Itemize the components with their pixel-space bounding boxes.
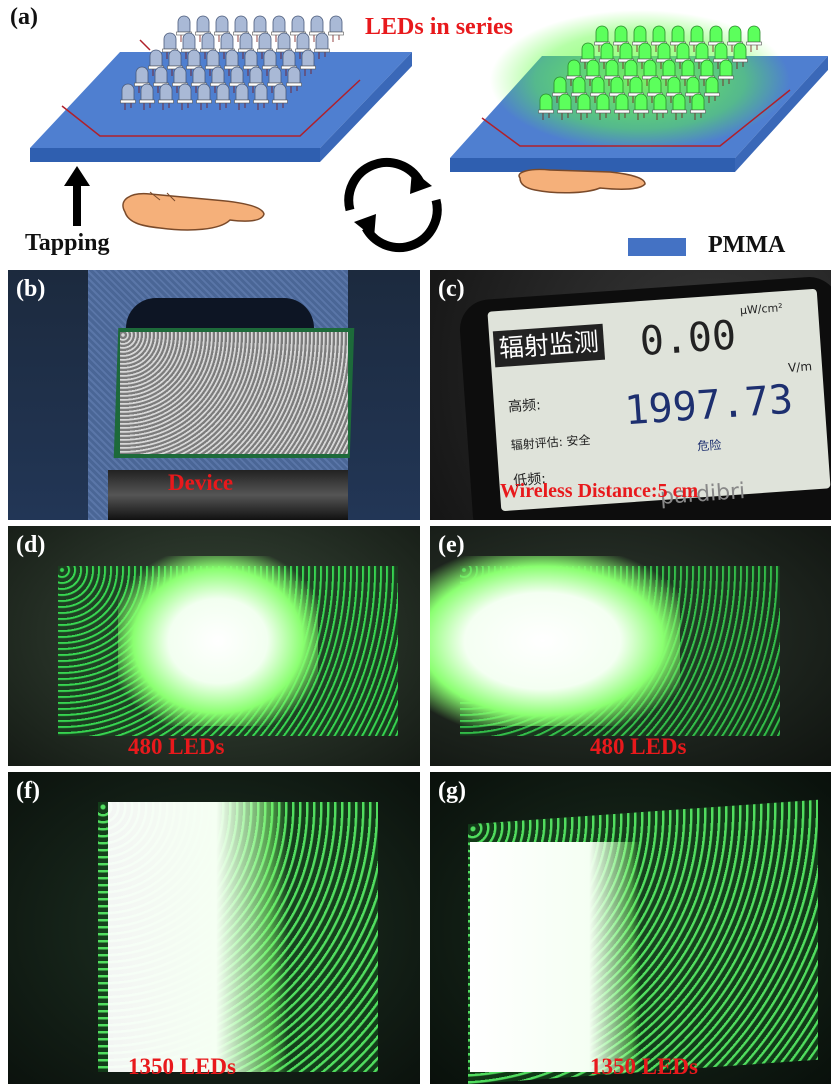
panel-g-photo: (g) 1350 LEDs [430,772,831,1084]
bright-glow [430,556,680,726]
panel-d-photo: (d) 480 LEDs [8,526,420,766]
led-icon [652,93,668,120]
cycle-arrows-icon [344,157,442,253]
meter-screen: 辐射监测 0.00 μW/cm² 高频: 辐射评估: 安全 1997.73 V/… [487,288,831,512]
panel-e-label: (e) [438,532,465,558]
panel-c-caption: Wireless Distance:5 cm [500,480,699,502]
led-icon [647,76,663,103]
meter-unit-top: μW/cm² [739,301,784,318]
led-icon [300,49,316,76]
led-icon [690,93,706,120]
panel-e-caption: 480 LEDs [590,734,687,759]
led-icon [248,66,264,93]
hand-left-icon [122,191,265,231]
panel-g-label: (g) [438,778,466,804]
panel-b-label: (b) [16,276,46,302]
meter-value-bottom: 1997.73 [623,376,795,435]
led-icon [614,93,630,120]
leds-on-array [538,25,762,120]
panel-b-photo: (b) Device [8,270,420,520]
panel-b-caption: Device [168,470,234,495]
panel-f-photo: (f) 1350 LEDs [8,772,420,1084]
led-icon [219,32,235,59]
panel-f-label: (f) [16,778,40,804]
led-icon [134,66,150,93]
led-icon [286,66,302,93]
led-icon [234,83,250,110]
led-icon [215,83,231,110]
led-icon [177,83,193,110]
led-icon [718,59,734,86]
led-icon [576,93,592,120]
pmma-legend-label: PMMA [708,232,786,258]
led-icon [309,15,325,42]
led-icon [243,49,259,76]
meter-unit-bottom: V/m [787,359,813,375]
led-icon [590,76,606,103]
led-icon [699,59,715,86]
meter-danger: 危险 [696,437,722,454]
leds-off-array [120,15,344,110]
tapping-label: Tapping [25,230,110,256]
panel-a-schematic [30,10,828,253]
bright-glow [118,556,318,726]
led-icon [162,32,178,59]
panel-g-caption: 1350 LEDs [590,1054,698,1079]
led-icon [272,83,288,110]
led-icon [267,66,283,93]
led-icon [314,32,330,59]
led-icon [708,25,724,52]
panel-c-label: (c) [438,276,465,302]
led-icon [328,15,344,42]
meter-value-top: 0.00 [638,312,738,366]
led-icon [595,93,611,120]
meter-high-freq: 高频: [507,397,542,416]
led-icon [139,83,155,110]
led-icon [281,49,297,76]
series-wires-left [61,39,361,137]
led-icon [538,93,554,120]
leds-in-series-title: LEDs in series [365,14,514,40]
panel-c-photo: 辐射监测 0.00 μW/cm² 高频: 辐射评估: 安全 1997.73 V/… [430,270,831,520]
bright-glow [470,842,640,1072]
led-icon [196,83,212,110]
led-icon [120,83,136,110]
led-icon [633,93,649,120]
panel-f-caption: 1350 LEDs [128,1054,236,1079]
series-wires-right [481,89,791,147]
led-icon [253,83,269,110]
electrode-strip [108,470,348,520]
led-icon [656,42,672,69]
led-icon [290,15,306,42]
led-icon [566,59,582,86]
panel-d-caption: 480 LEDs [128,734,225,759]
led-icon [670,25,686,52]
pmma-legend-swatch [628,238,686,256]
hand-right-icon [518,168,646,194]
panel-a-label: (a) [10,4,38,30]
led-icon [191,66,207,93]
led-icon [158,83,174,110]
led-icon [262,49,278,76]
bright-glow [108,802,288,1072]
led-icon [238,32,254,59]
led-icon [557,93,573,120]
led-icon [732,42,748,69]
panel-e-photo: (e) 480 LEDs [430,526,831,766]
led-matrix [120,332,348,454]
meter-title: 辐射监测 [492,323,606,368]
panel-d-label: (d) [16,532,46,558]
led-icon [604,59,620,86]
meter-assessment: 辐射评估: 安全 [510,432,591,453]
led-icon [746,25,762,52]
tapping-arrow-icon [64,166,90,226]
led-icon [704,76,720,103]
led-icon [666,76,682,103]
led-icon [671,93,687,120]
